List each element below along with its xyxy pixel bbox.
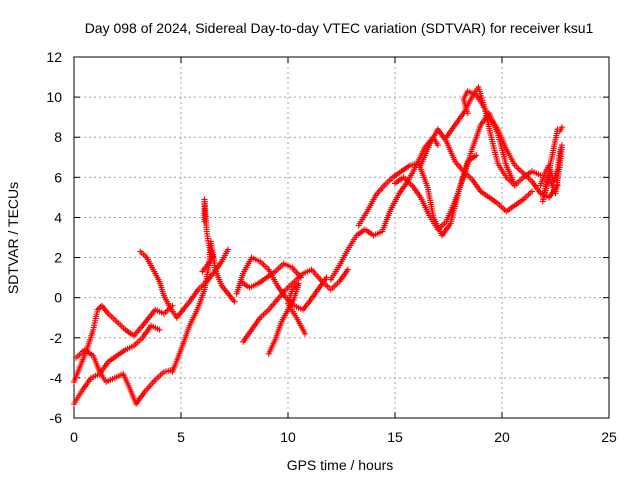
data-point-marks [169,238,238,375]
series-track-16 [460,88,561,201]
x-tick-label: 5 [177,429,185,445]
y-tick-label: 8 [54,129,62,145]
y-tick-label: -6 [50,410,63,426]
series-track-14 [417,126,535,215]
x-tick-label: 15 [387,429,403,445]
series-track-2 [71,322,163,407]
data-point-marks [73,346,176,407]
data-point-marks [537,124,565,205]
y-tick-label: -4 [50,370,63,386]
data-point-marks [443,84,544,189]
series-track-5 [169,238,238,375]
data-point-marks [71,302,176,385]
y-tick-label: 4 [54,209,62,225]
series-track-6 [199,196,217,275]
data-point-marks [71,322,163,407]
series-track-1 [71,302,176,385]
series-track-8 [240,266,351,345]
y-tick-label: 6 [54,169,62,185]
x-tick-label: 0 [70,429,78,445]
series-track-17 [537,124,565,205]
y-axis-title: SDTVAR / TECUs [5,182,21,294]
plot-area-frame [73,56,610,419]
series-track-10 [265,280,309,357]
data-point-marks [240,266,351,345]
chart-title: Day 098 of 2024, Sidereal Day-to-day VTE… [85,20,594,36]
y-tick-label: 10 [46,89,62,105]
data-point-marks [265,280,309,357]
series-track-9 [237,260,304,291]
x-tick-label: 25 [601,429,617,445]
y-tick-label: 12 [46,49,62,65]
x-axis-title: GPS time / hours [287,457,394,473]
axis-ticks: 0 5 10 15 20 25 -6 -4 -2 0 2 4 6 8 10 12 [46,49,617,445]
data-point-marks [417,126,535,215]
x-tick-label: 10 [280,429,296,445]
data-marks [71,84,565,407]
series-track-3 [73,346,176,407]
series-track-15 [443,84,544,189]
y-tick-label: 0 [54,290,62,306]
data-point-marks [460,88,561,201]
data-point-marks [199,196,217,275]
y-tick-label: 2 [54,250,62,266]
data-point-marks [237,260,304,291]
grid-lines [74,57,609,418]
x-tick-label: 20 [494,429,510,445]
y-tick-label: -2 [50,330,63,346]
